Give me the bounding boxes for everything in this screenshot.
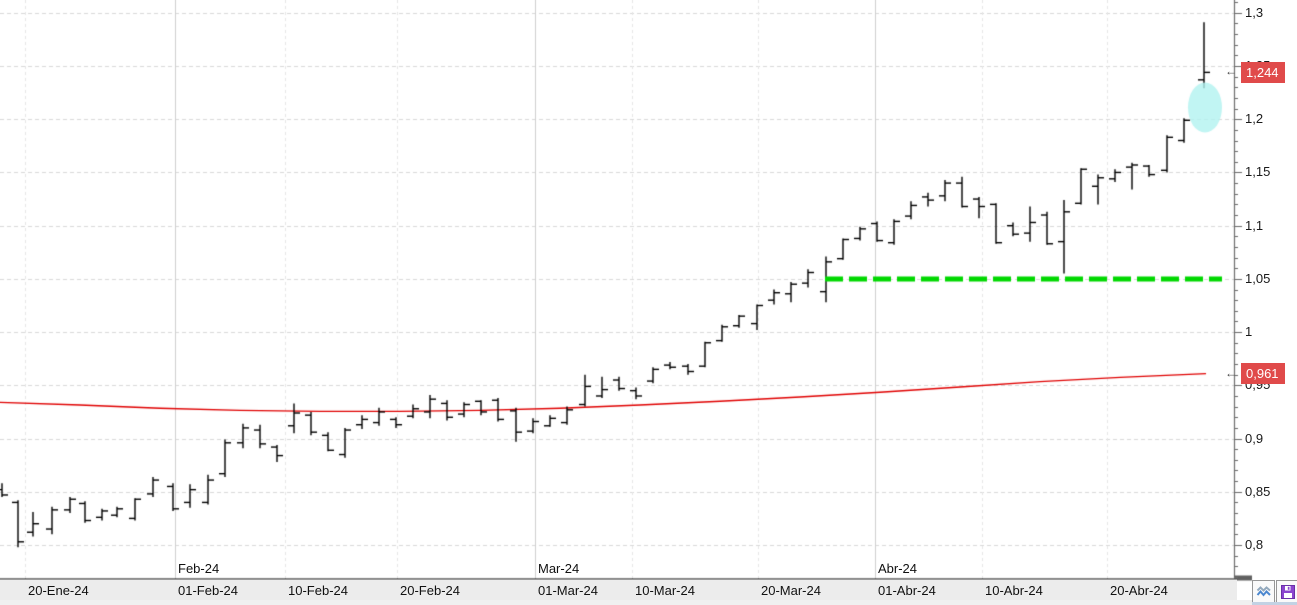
month-label: Feb-24 [178, 561, 220, 576]
x-axis-label: 01-Mar-24 [538, 583, 598, 598]
save-icon [1280, 584, 1295, 599]
price-marker-arrow: ← [1225, 64, 1237, 79]
month-label: Abr-24 [878, 561, 918, 576]
window-chrome-sliver [1252, 602, 1297, 605]
x-axis-label: 01-Feb-24 [178, 583, 238, 598]
y-axis-label: 0,9 [1245, 430, 1264, 446]
x-axis-label: 20-Mar-24 [761, 583, 821, 598]
price-badge: 0,961 [1241, 363, 1285, 385]
x-axis-label: 20-Ene-24 [28, 583, 89, 598]
month-label: Mar-24 [538, 561, 580, 576]
price-marker-arrow: ← [1225, 365, 1237, 380]
y-axis-label: 0,85 [1245, 483, 1271, 499]
x-axis-label: 10-Mar-24 [635, 583, 695, 598]
zigzag-indicator-button[interactable] [1252, 580, 1275, 603]
save-button[interactable] [1276, 580, 1297, 603]
x-axis-label: 10-Abr-24 [985, 583, 1043, 598]
x-axis-strip [0, 579, 1237, 601]
price-badge: 1,244 [1241, 61, 1285, 83]
x-axis-label: 20-Abr-24 [1110, 583, 1168, 598]
y-axis-label: 1,15 [1245, 164, 1271, 180]
y-axis-label: 0,8 [1245, 537, 1264, 552]
y-axis-label: 1,3 [1245, 4, 1264, 20]
zigzag-icon [1256, 586, 1271, 597]
y-axis-label: 1,2 [1245, 111, 1264, 127]
y-axis-label: 1,05 [1245, 270, 1271, 286]
x-axis-label: 20-Feb-24 [400, 583, 460, 598]
window-bottom-edge [0, 600, 1297, 605]
y-axis-label: 1,1 [1245, 217, 1264, 233]
y-axis-label: 1 [1245, 324, 1253, 340]
x-axis-label: 10-Feb-24 [288, 583, 348, 598]
x-axis-label: 01-Abr-24 [878, 583, 936, 598]
